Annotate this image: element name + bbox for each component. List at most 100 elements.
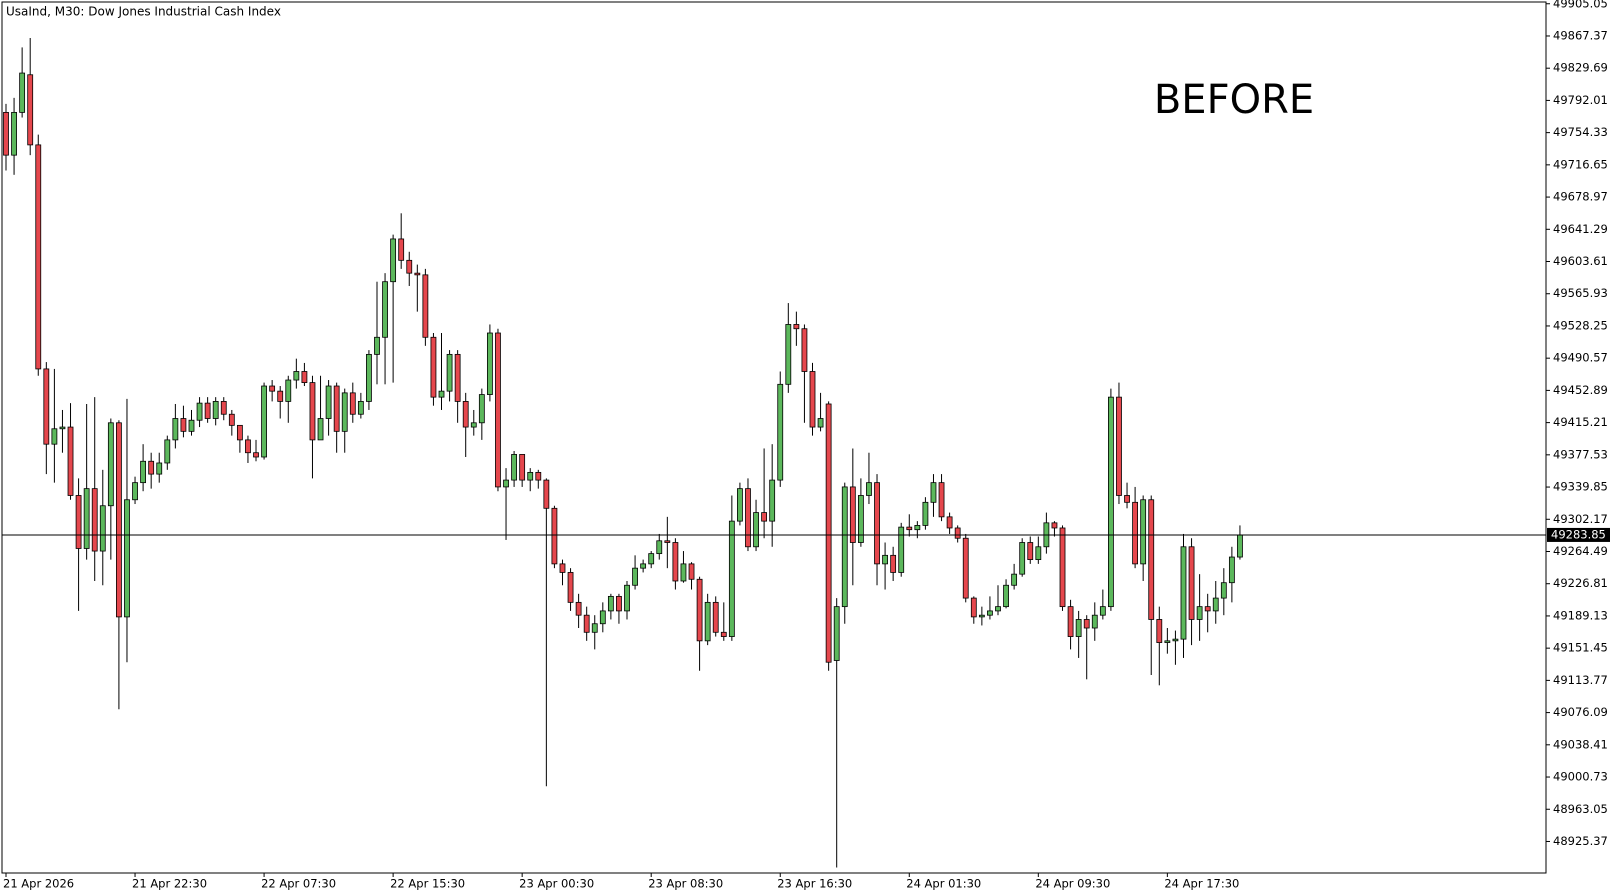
candle-body — [882, 554, 888, 565]
candle-body — [1237, 534, 1243, 558]
price-label: 49283.85 — [1551, 527, 1606, 541]
candle-body — [922, 501, 929, 526]
candle-body — [116, 422, 122, 618]
candle-body — [446, 353, 453, 392]
candle-body — [107, 422, 114, 507]
candle-body — [841, 486, 848, 608]
candle-body — [793, 324, 800, 330]
candle-body — [769, 479, 776, 522]
annotation: BEFORE — [1154, 77, 1314, 123]
candle-body — [253, 452, 259, 458]
candle-body — [349, 392, 356, 415]
candle-body — [857, 495, 864, 543]
y-tick-label: 49452.89 — [1553, 383, 1608, 397]
candle-body — [607, 595, 614, 612]
y-tick-label: 49264.49 — [1553, 544, 1608, 558]
y-tick-label: 49792.01 — [1553, 93, 1608, 107]
candle-body — [543, 479, 550, 509]
candle-body — [438, 390, 445, 398]
candle-body — [470, 422, 477, 428]
candle-body — [1099, 606, 1106, 616]
candle-body — [616, 595, 622, 612]
candle-body — [930, 482, 937, 503]
candle-body — [696, 578, 703, 642]
candle-body — [833, 606, 840, 661]
candle-body — [583, 614, 590, 633]
candle-body — [704, 601, 711, 642]
candle-body — [220, 401, 227, 415]
y-tick-label: 49113.77 — [1553, 673, 1608, 687]
candle-body — [148, 460, 155, 475]
candle-body — [777, 383, 784, 481]
candle-body — [656, 540, 663, 555]
candle-body — [325, 385, 332, 419]
y-tick-label: 49528.25 — [1553, 318, 1608, 332]
candle-body — [624, 584, 630, 612]
candle-body — [67, 426, 74, 496]
candle-body — [825, 403, 832, 663]
candle-body — [849, 486, 856, 543]
candle-body — [970, 597, 977, 618]
candle-body — [486, 332, 493, 395]
candle-body — [1172, 638, 1179, 642]
x-tick-label: 24 Apr 17:30 — [1164, 877, 1239, 891]
candle-body — [462, 401, 469, 428]
candle-body — [196, 402, 203, 421]
x-tick-label: 24 Apr 01:30 — [906, 877, 981, 891]
candle-body — [285, 379, 292, 402]
candle-body — [414, 272, 421, 276]
candle-body — [599, 610, 606, 625]
candle-body — [43, 368, 50, 445]
candle-body — [1140, 499, 1147, 565]
candle-body — [551, 507, 558, 565]
candle-body — [99, 505, 106, 552]
candle-body — [333, 385, 340, 432]
y-tick-label: 49678.97 — [1553, 190, 1608, 204]
candle-body — [1132, 501, 1138, 565]
candle-body — [164, 439, 171, 464]
chart-title: UsaInd, M30: Dow Jones Industrial Cash I… — [6, 5, 281, 19]
candle-body — [728, 520, 735, 637]
candle-body — [1011, 573, 1018, 586]
candle-body — [478, 394, 485, 424]
candle-body — [83, 488, 90, 549]
candle-body — [648, 553, 655, 565]
candle-body — [995, 606, 1001, 612]
candle-body — [382, 281, 388, 338]
y-tick-label: 49754.33 — [1553, 125, 1608, 139]
candle-body — [785, 324, 792, 385]
candle-body — [567, 572, 574, 603]
y-tick-label: 49867.37 — [1553, 28, 1608, 42]
candle-body — [1051, 522, 1058, 529]
candle-body — [1027, 542, 1034, 561]
candle-body — [511, 454, 517, 481]
x-tick-label: 21 Apr 22:30 — [132, 877, 207, 891]
x-tick-label: 22 Apr 07:30 — [261, 877, 336, 891]
candle-body — [720, 631, 727, 637]
candle-body — [245, 439, 251, 454]
candle-body — [535, 471, 542, 481]
candle-body — [632, 567, 638, 586]
candle-body — [664, 540, 671, 543]
candle-body — [236, 424, 243, 441]
candle-body — [317, 418, 324, 441]
candle-body — [75, 495, 82, 549]
candle-body — [1204, 606, 1211, 612]
candle-body — [737, 488, 743, 522]
candle-body — [527, 471, 534, 481]
x-tick-label: 23 Apr 00:30 — [519, 877, 594, 891]
candle-body — [390, 238, 397, 283]
x-tick-label: 23 Apr 16:30 — [777, 877, 852, 891]
candle-body — [212, 401, 219, 419]
y-tick-label: 49151.45 — [1553, 641, 1608, 655]
y-tick-label: 49189.13 — [1553, 608, 1608, 622]
candle-body — [188, 419, 195, 432]
y-tick-label: 49377.53 — [1553, 447, 1608, 461]
candle-body — [1124, 495, 1130, 503]
candle-body — [495, 332, 501, 488]
candle-body — [1212, 597, 1219, 612]
candle-body — [688, 563, 695, 580]
candle-body — [519, 454, 526, 481]
candle-body — [357, 401, 364, 415]
